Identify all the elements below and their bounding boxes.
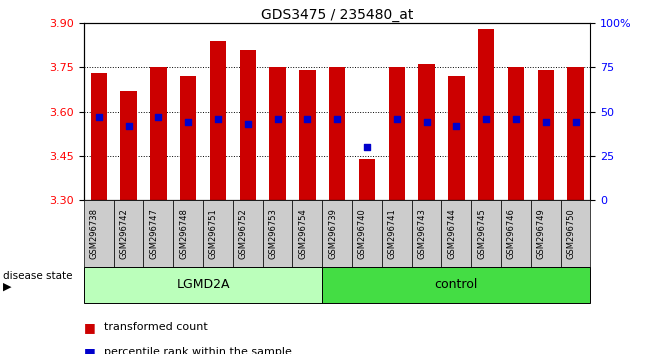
Text: GSM296746: GSM296746	[507, 208, 516, 259]
Bar	[448, 76, 464, 200]
Text: GSM296741: GSM296741	[388, 208, 397, 259]
Bar	[389, 67, 405, 200]
Text: ■: ■	[84, 321, 96, 334]
Text: GSM296742: GSM296742	[119, 208, 129, 259]
Point	[332, 116, 343, 121]
Bar	[91, 73, 107, 200]
Point	[213, 116, 223, 121]
Point	[481, 116, 492, 121]
Text: GSM296752: GSM296752	[239, 208, 248, 259]
Bar	[568, 67, 584, 200]
Title: GDS3475 / 235480_at: GDS3475 / 235480_at	[261, 8, 413, 22]
Text: control: control	[435, 279, 478, 291]
Point	[570, 119, 581, 125]
Text: GSM296749: GSM296749	[537, 208, 546, 259]
Bar	[120, 91, 137, 200]
Point	[362, 144, 372, 150]
Text: GSM296751: GSM296751	[209, 208, 218, 259]
Text: GSM296745: GSM296745	[477, 208, 486, 259]
Text: GSM296739: GSM296739	[328, 208, 337, 259]
Point	[451, 123, 462, 129]
Bar	[180, 76, 197, 200]
Bar	[508, 67, 524, 200]
Point	[302, 116, 313, 121]
Text: GSM296743: GSM296743	[417, 208, 427, 259]
Text: GSM296747: GSM296747	[150, 208, 158, 259]
Text: transformed count: transformed count	[104, 322, 208, 332]
Point	[511, 116, 521, 121]
Point	[391, 116, 402, 121]
Bar	[210, 41, 226, 200]
Point	[540, 119, 551, 125]
Bar	[359, 159, 375, 200]
Text: GSM296754: GSM296754	[299, 208, 307, 259]
Bar	[269, 67, 286, 200]
Text: GSM296744: GSM296744	[448, 208, 456, 259]
Text: LGMD2A: LGMD2A	[176, 279, 230, 291]
Text: ▶: ▶	[3, 282, 12, 292]
Bar	[299, 70, 315, 200]
Bar	[329, 67, 346, 200]
Text: GSM296738: GSM296738	[90, 208, 99, 259]
Point	[421, 119, 432, 125]
Point	[242, 121, 253, 127]
Text: disease state: disease state	[3, 271, 73, 281]
Text: GSM296753: GSM296753	[268, 208, 278, 259]
Text: GSM296740: GSM296740	[358, 208, 367, 259]
Bar	[537, 70, 554, 200]
Bar	[419, 64, 435, 200]
Bar	[150, 67, 166, 200]
Text: GSM296748: GSM296748	[179, 208, 188, 259]
Point	[123, 123, 134, 129]
Point	[153, 114, 164, 120]
Bar	[478, 29, 495, 200]
Bar	[240, 50, 256, 200]
Point	[93, 114, 104, 120]
Point	[183, 119, 193, 125]
Text: GSM296750: GSM296750	[566, 208, 576, 259]
Text: percentile rank within the sample: percentile rank within the sample	[104, 347, 292, 354]
Text: ■: ■	[84, 346, 96, 354]
Point	[272, 116, 283, 121]
